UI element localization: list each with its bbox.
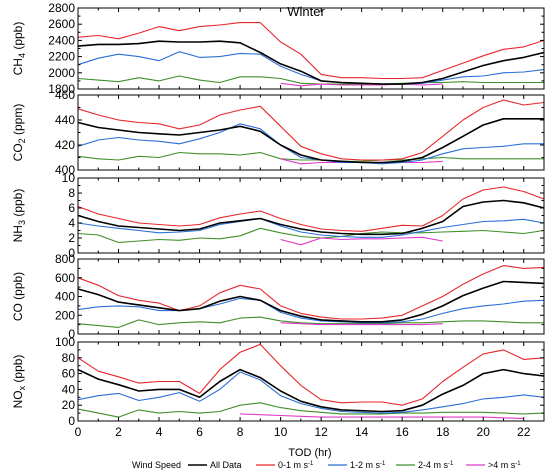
y-tick-label-nox: 80 <box>62 351 76 365</box>
x-tick-label: 10 <box>274 425 288 439</box>
series-line-co-all-data <box>77 280 545 323</box>
y-tick-label-nh3: 10 <box>62 171 76 185</box>
legend-label: >4 m s-1 <box>488 460 521 470</box>
series-line-co2-1-2-m-s-1 <box>77 123 544 165</box>
series-line-co-2-4-m-s-1 <box>77 316 544 328</box>
x-tick-label: 2 <box>115 425 122 439</box>
y-tick-label-co2: 440 <box>55 113 75 127</box>
series-line-nh3-0-1-m-s-1 <box>77 186 545 232</box>
y-tick-label-co2: 460 <box>55 88 75 102</box>
series-line-nox-1-2-m-s-1 <box>77 371 545 414</box>
y-tick-label-ch4: 2000 <box>48 66 75 80</box>
y-tick-label-co2: 420 <box>55 138 75 152</box>
y-tick-label-nh3: 0 <box>68 246 75 260</box>
series-line-ch4-1-2-m-s-1 <box>77 51 545 85</box>
y-tick-label-nh3: 4 <box>68 216 75 230</box>
series-line-co-1-2-m-s-1 <box>77 297 545 324</box>
y-tick-label-ch4: 2400 <box>48 33 75 47</box>
series-line-nox--4-m-s-1 <box>240 413 524 420</box>
series-line-ch4-all-data <box>77 40 545 85</box>
y-tick-label-nh3: 6 <box>68 201 75 215</box>
series-line-co2-2-4-m-s-1 <box>77 151 544 162</box>
y-axis-label-ch4: CH4 (ppb) <box>11 22 27 76</box>
y-axis-label-nox: NOx (ppb) <box>11 355 27 409</box>
x-axis-label: TOD (hr) <box>288 447 331 459</box>
legend-label: 2-4 m s-1 <box>418 460 454 470</box>
y-tick-label-nox: 100 <box>55 335 75 349</box>
x-tick-label: 6 <box>196 425 203 439</box>
panel-co: 0 200 400 600 800 CO (ppb) <box>11 252 545 341</box>
y-tick-label-nox: 60 <box>62 367 76 381</box>
x-tick-label: 22 <box>517 425 531 439</box>
legend: Wind Speed All Data 0-1 m s-1 1-2 m s-1 2-4 … <box>132 460 521 470</box>
y-tick-label-nh3: 2 <box>68 231 75 245</box>
series-line-co2-all-data <box>77 118 544 164</box>
series-line-co-0-1-m-s-1 <box>77 265 545 320</box>
series-line-nh3-1-2-m-s-1 <box>77 217 545 238</box>
x-tick-label: 18 <box>436 425 450 439</box>
series-line-ch4-2-4-m-s-1 <box>77 75 544 85</box>
panel-co2: 400 420 440 460 CO2 (ppm) <box>11 88 545 177</box>
series-line-nh3--4-m-s-1 <box>280 236 443 246</box>
series-line-nox-0-1-m-s-1 <box>77 343 545 406</box>
chart-title: Winter <box>287 4 325 19</box>
y-axis-label-co: CO (ppb) <box>11 272 25 321</box>
series-line-co2-0-1-m-s-1 <box>77 99 545 161</box>
panel-ch4: 1800 2000 2200 2400 2600 2800 CH4 (ppb) <box>11 1 545 96</box>
x-tick-label: 4 <box>156 425 163 439</box>
x-tick-label: 8 <box>237 425 244 439</box>
y-tick-label-co2: 400 <box>55 163 75 177</box>
y-axis-label-nh3: NH3 (ppb) <box>11 189 27 243</box>
series-line-nox-all-data <box>77 368 545 413</box>
x-tick-label: 12 <box>314 425 328 439</box>
x-tick-label: 16 <box>395 425 409 439</box>
legend-label: 0-1 m s-1 <box>278 460 314 470</box>
series-line-ch4-0-1-m-s-1 <box>77 22 545 80</box>
series-line-nox-2-4-m-s-1 <box>77 402 545 418</box>
y-tick-label-co: 200 <box>55 308 75 322</box>
y-axis-label-co2: CO2 (ppm) <box>11 104 27 162</box>
series-line-nh3-2-4-m-s-1 <box>77 227 545 244</box>
y-tick-label-co: 400 <box>55 290 75 304</box>
y-tick-label-co: 600 <box>55 271 75 285</box>
legend-label: 1-2 m s-1 <box>350 460 386 470</box>
y-tick-label-co: 0 <box>68 327 75 341</box>
y-tick-label-nox: 40 <box>62 382 76 396</box>
legend-label: All Data <box>210 460 242 470</box>
x-tick-label: 0 <box>75 425 82 439</box>
x-tick-label: 20 <box>477 425 491 439</box>
x-tick-label: 14 <box>355 425 369 439</box>
y-tick-label-co: 800 <box>55 252 75 266</box>
plot-frame-nox <box>77 341 545 422</box>
series-line-nh3-all-data <box>77 199 545 236</box>
series-line-co--4-m-s-1 <box>280 322 443 326</box>
y-tick-label-nh3: 8 <box>68 186 75 200</box>
y-tick-label-ch4: 1800 <box>48 82 75 96</box>
y-tick-label-ch4: 2800 <box>48 1 75 15</box>
y-tick-label-nox: 0 <box>68 414 75 428</box>
y-tick-label-nox: 20 <box>62 398 76 412</box>
legend-title: Wind Speed <box>132 460 181 470</box>
y-tick-label-ch4: 2200 <box>48 50 75 64</box>
y-tick-label-ch4: 2600 <box>48 17 75 31</box>
